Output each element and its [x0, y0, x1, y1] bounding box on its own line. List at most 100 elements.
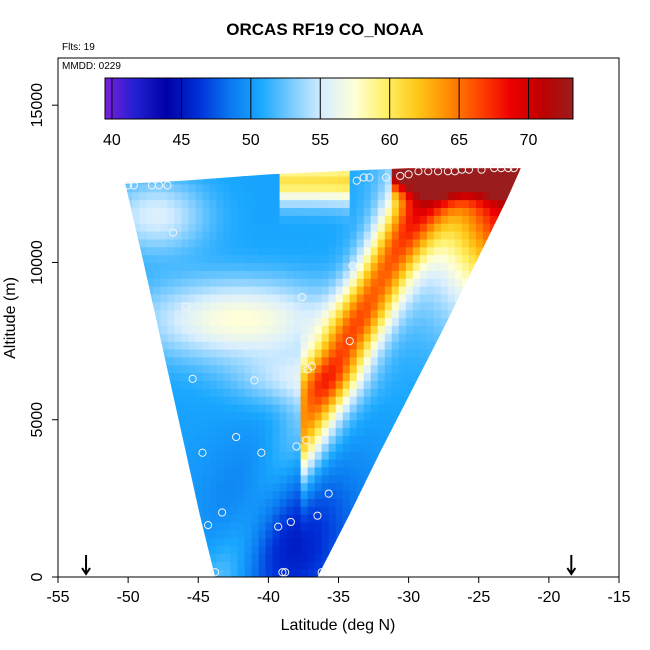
heatmap-cell [378, 341, 386, 349]
heatmap-cell [483, 380, 491, 388]
heatmap-cell [378, 420, 386, 428]
heatmap-cell [280, 168, 288, 176]
colorbar-tick-label: 50 [242, 132, 260, 149]
heatmap-cell [427, 443, 435, 451]
heatmap-cell [420, 404, 428, 412]
heatmap-cell [434, 569, 442, 577]
heatmap-cell [427, 404, 435, 412]
heatmap-cell [511, 388, 519, 396]
heatmap-cell [511, 333, 519, 341]
heatmap-cell [125, 522, 133, 530]
heatmap-cell [280, 255, 288, 263]
heatmap-cell [483, 475, 491, 483]
heatmap-cell [357, 200, 365, 208]
heatmap-cell [462, 192, 470, 200]
heatmap-cell [160, 286, 168, 294]
heatmap-cell [280, 231, 288, 239]
heatmap-cell [308, 294, 316, 302]
heatmap-cell [202, 255, 210, 263]
heatmap-cell [364, 553, 372, 561]
heatmap-cell [301, 341, 309, 349]
heatmap-cell [504, 388, 512, 396]
heatmap-cell [132, 404, 140, 412]
heatmap-cell [385, 357, 393, 365]
heatmap-cell [490, 302, 498, 310]
heatmap-cell [518, 396, 526, 404]
heatmap-cell [322, 435, 330, 443]
heatmap-cell [294, 192, 302, 200]
heatmap-cell [266, 546, 274, 554]
heatmap-cell [287, 428, 295, 436]
heatmap-cell [378, 553, 386, 561]
heatmap-cell [336, 262, 344, 270]
heatmap-cell [497, 286, 505, 294]
heatmap-cell [153, 223, 161, 231]
heatmap-cell [420, 302, 428, 310]
heatmap-cell [322, 467, 330, 475]
heatmap-cell [427, 459, 435, 467]
heatmap-cell [518, 357, 526, 365]
heatmap-cell [476, 443, 484, 451]
heatmap-cell [195, 215, 203, 223]
heatmap-cell [427, 349, 435, 357]
heatmap-cell [209, 365, 217, 373]
heatmap-cell [329, 310, 337, 318]
heatmap-cell [188, 357, 196, 365]
heatmap-cell [441, 231, 449, 239]
heatmap-cell [413, 223, 421, 231]
heatmap-cell [343, 255, 351, 263]
heatmap-cell [273, 239, 281, 247]
heatmap-cell [371, 231, 379, 239]
heatmap-cell [406, 302, 414, 310]
heatmap-cell [280, 443, 288, 451]
heatmap-cell [266, 412, 274, 420]
heatmap-cell [252, 538, 260, 546]
heatmap-cell [259, 239, 267, 247]
heatmap-cell [483, 388, 491, 396]
heatmap-cell [188, 569, 196, 577]
heatmap-cell [181, 435, 189, 443]
heatmap-cell [252, 302, 260, 310]
heatmap-cell [448, 215, 456, 223]
heatmap-cell [511, 184, 519, 192]
heatmap-cell [167, 349, 175, 357]
heatmap-cell [139, 239, 147, 247]
heatmap-cell [497, 231, 505, 239]
heatmap-cell [308, 420, 316, 428]
heatmap-cell [266, 553, 274, 561]
heatmap-cell [441, 294, 449, 302]
heatmap-cell [195, 365, 203, 373]
heatmap-cell [280, 483, 288, 491]
x-tick-label: -35 [327, 589, 350, 606]
heatmap-cell [427, 286, 435, 294]
heatmap-cell [343, 380, 351, 388]
heatmap-cell [399, 325, 407, 333]
heatmap-cell [209, 491, 217, 499]
heatmap-cell [322, 294, 330, 302]
heatmap-cell [511, 192, 519, 200]
heatmap-cell [441, 223, 449, 231]
heatmap-cell [392, 207, 400, 215]
heatmap-cell [357, 522, 365, 530]
heatmap-cell [202, 373, 210, 381]
x-tick-label: -40 [257, 589, 280, 606]
heatmap-cell [266, 310, 274, 318]
heatmap-cell [308, 483, 316, 491]
heatmap-cell [434, 310, 442, 318]
heatmap-cell [329, 318, 337, 326]
heatmap-cell [252, 207, 260, 215]
heatmap-cell [125, 176, 133, 184]
heatmap-cell [280, 270, 288, 278]
heatmap-cell [497, 215, 505, 223]
heatmap-cell [209, 325, 217, 333]
heatmap-cell [518, 247, 526, 255]
heatmap-cell [252, 200, 260, 208]
heatmap-cell [259, 310, 267, 318]
heatmap-cell [174, 569, 182, 577]
heatmap-cell [357, 192, 365, 200]
heatmap-cell [294, 506, 302, 514]
heatmap-cell [273, 247, 281, 255]
heatmap-cell [448, 231, 456, 239]
heatmap-cell [385, 530, 393, 538]
heatmap-cell [462, 310, 470, 318]
